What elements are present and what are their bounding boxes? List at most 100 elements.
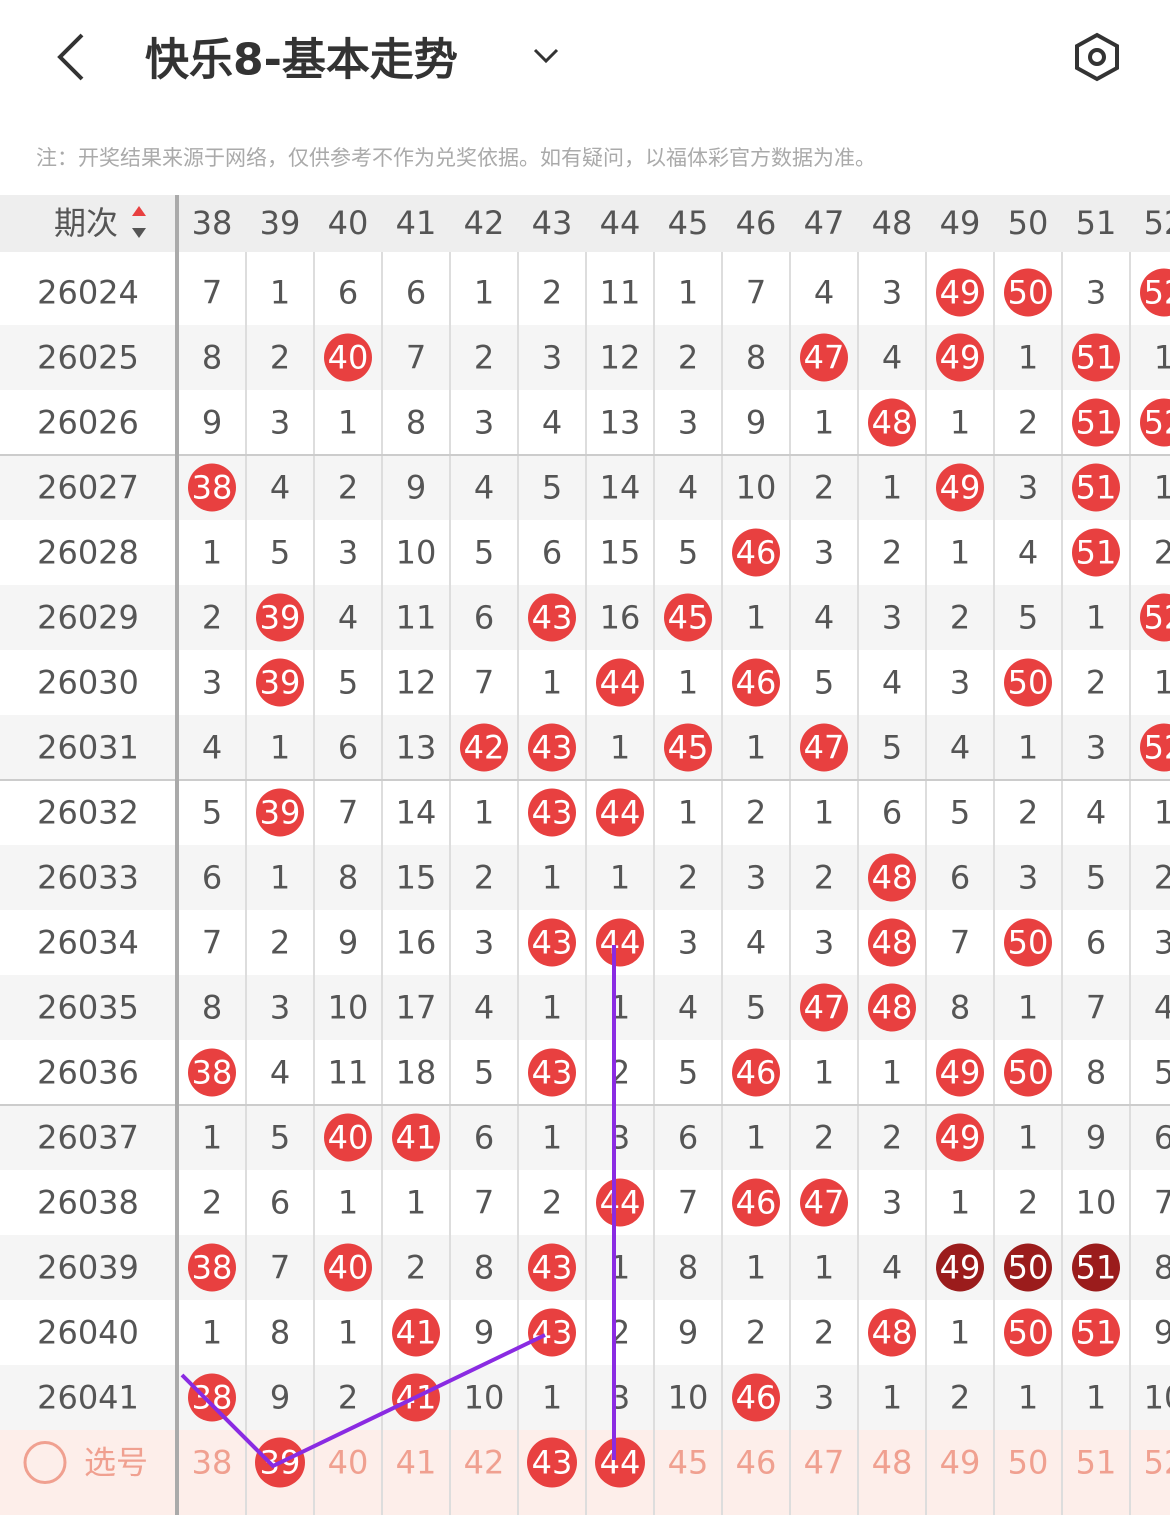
select-number[interactable]: 48 <box>872 1444 913 1482</box>
miss-count: 4 <box>338 599 358 637</box>
miss-count: 7 <box>678 1184 698 1222</box>
miss-count: 9 <box>338 924 358 962</box>
miss-count: 1 <box>882 469 902 507</box>
select-number[interactable]: 41 <box>396 1444 437 1482</box>
miss-count: 9 <box>678 1314 698 1352</box>
miss-count: 1 <box>270 274 290 312</box>
miss-count: 1 <box>882 1054 902 1092</box>
hit-number: 46 <box>736 1054 777 1092</box>
select-number[interactable]: 38 <box>192 1444 233 1482</box>
miss-count: 12 <box>600 339 641 377</box>
miss-count: 5 <box>1086 859 1106 897</box>
miss-count: 2 <box>814 1119 834 1157</box>
miss-count: 8 <box>202 989 222 1027</box>
selected-ball[interactable] <box>527 1437 577 1488</box>
miss-count: 4 <box>882 664 902 702</box>
select-number[interactable]: 46 <box>736 1444 777 1482</box>
miss-count: 2 <box>746 1314 766 1352</box>
issue-number: 26036 <box>37 1054 139 1092</box>
hit-ball <box>596 918 644 967</box>
hit-ball <box>324 1243 372 1292</box>
hit-ball <box>1072 528 1120 577</box>
miss-count: 7 <box>950 924 970 962</box>
select-number[interactable]: 49 <box>940 1444 981 1482</box>
miss-count: 1 <box>678 794 698 832</box>
hit-number: 52 <box>1144 599 1170 637</box>
issue-number: 26035 <box>37 989 139 1027</box>
miss-count: 7 <box>1154 1184 1170 1222</box>
select-radio[interactable] <box>23 1441 67 1484</box>
miss-count: 8 <box>202 339 222 377</box>
miss-count: 1 <box>202 1119 222 1157</box>
issue-number: 26031 <box>37 729 139 767</box>
dropdown-toggle[interactable] <box>533 48 559 64</box>
miss-count: 9 <box>746 404 766 442</box>
hit-number: 49 <box>940 1054 981 1092</box>
column-header: 40 <box>328 204 369 242</box>
miss-count: 2 <box>814 469 834 507</box>
hit-number: 52 <box>1144 274 1170 312</box>
issue-header[interactable]: 期次 <box>54 204 118 242</box>
miss-count: 4 <box>678 469 698 507</box>
miss-count: 1 <box>746 729 766 767</box>
miss-count: 4 <box>270 469 290 507</box>
select-number[interactable]: 42 <box>464 1444 505 1482</box>
miss-count: 10 <box>1144 1379 1170 1417</box>
select-number[interactable]: 47 <box>804 1444 845 1482</box>
issue-number: 26033 <box>37 859 139 897</box>
miss-count: 9 <box>474 1314 494 1352</box>
miss-count: 7 <box>406 339 426 377</box>
hit-number: 38 <box>192 1379 233 1417</box>
hit-number: 47 <box>804 989 845 1027</box>
miss-count: 16 <box>396 924 437 962</box>
sort-desc[interactable] <box>132 228 146 238</box>
hit-ball <box>732 1178 780 1227</box>
miss-count: 2 <box>950 1379 970 1417</box>
selected-number[interactable]: 44 <box>600 1444 641 1482</box>
miss-count: 1 <box>1154 664 1170 702</box>
selected-ball[interactable] <box>595 1437 645 1488</box>
settings-button[interactable] <box>1075 32 1119 82</box>
hit-ball <box>188 463 236 512</box>
select-number[interactable]: 40 <box>328 1444 369 1482</box>
miss-count: 2 <box>1154 534 1170 572</box>
sort-asc[interactable] <box>132 206 146 216</box>
back-button[interactable] <box>57 33 84 81</box>
miss-count: 6 <box>202 859 222 897</box>
hit-ball <box>256 658 304 707</box>
select-number[interactable]: 45 <box>668 1444 709 1482</box>
hit-ball <box>1140 593 1170 642</box>
miss-count: 1 <box>1154 794 1170 832</box>
miss-count: 1 <box>1018 1119 1038 1157</box>
hit-ball <box>868 983 916 1032</box>
miss-count: 4 <box>270 1054 290 1092</box>
select-number[interactable]: 50 <box>1008 1444 1049 1482</box>
hit-number: 47 <box>804 729 845 767</box>
hit-number: 38 <box>192 1249 233 1287</box>
miss-count: 1 <box>950 534 970 572</box>
hit-ball <box>1140 723 1170 772</box>
hit-ball <box>528 918 576 967</box>
hit-number: 46 <box>736 534 777 572</box>
hit-number: 51 <box>1076 1249 1117 1287</box>
miss-count: 2 <box>814 1314 834 1352</box>
miss-count: 17 <box>396 989 437 1027</box>
hit-number: 40 <box>328 1249 369 1287</box>
hit-ball <box>1004 1048 1052 1097</box>
page-title: 快乐8-基本走势 <box>145 35 458 86</box>
select-number[interactable]: 51 <box>1076 1444 1117 1482</box>
selected-number[interactable]: 43 <box>532 1444 573 1482</box>
miss-count: 5 <box>882 729 902 767</box>
miss-count: 7 <box>202 274 222 312</box>
miss-count: 1 <box>1154 469 1170 507</box>
hit-ball <box>392 1113 440 1162</box>
miss-count: 7 <box>270 1249 290 1287</box>
miss-count: 7 <box>338 794 358 832</box>
miss-count: 11 <box>328 1054 369 1092</box>
issue-number: 26026 <box>37 404 139 442</box>
miss-count: 1 <box>1018 729 1038 767</box>
select-number[interactable]: 52 <box>1144 1444 1170 1482</box>
miss-count: 6 <box>338 729 358 767</box>
issue-number: 26039 <box>37 1249 139 1287</box>
